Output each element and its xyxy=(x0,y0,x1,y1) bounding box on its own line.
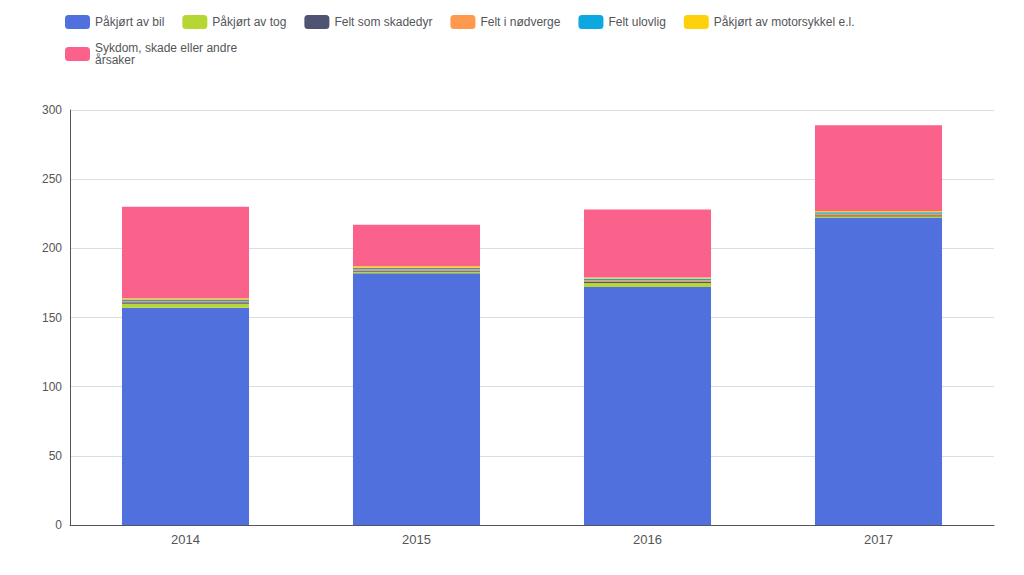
svg-text:Påkjørt av motorsykkel e.l.: Påkjørt av motorsykkel e.l. xyxy=(714,15,855,29)
svg-text:100: 100 xyxy=(42,380,62,394)
svg-text:250: 250 xyxy=(42,172,62,186)
svg-text:0: 0 xyxy=(55,518,62,532)
svg-text:150: 150 xyxy=(42,311,62,325)
svg-text:2016: 2016 xyxy=(633,532,662,547)
svg-text:Felt ulovlig: Felt ulovlig xyxy=(608,15,665,29)
svg-text:2014: 2014 xyxy=(171,532,200,547)
svg-text:300: 300 xyxy=(42,103,62,117)
svg-text:Felt som skadedyr: Felt som skadedyr xyxy=(334,15,432,29)
svg-text:Påkjørt av tog: Påkjørt av tog xyxy=(212,15,286,29)
svg-text:50: 50 xyxy=(49,449,63,463)
svg-text:2017: 2017 xyxy=(864,532,893,547)
svg-text:Felt i nødverge: Felt i nødverge xyxy=(480,15,560,29)
svg-text:Påkjørt av bil: Påkjørt av bil xyxy=(95,15,164,29)
svg-text:Sykdom, skade eller andre: Sykdom, skade eller andre xyxy=(95,41,238,55)
svg-text:2015: 2015 xyxy=(402,532,431,547)
svg-text:200: 200 xyxy=(42,241,62,255)
svg-text:årsaker: årsaker xyxy=(95,53,135,67)
